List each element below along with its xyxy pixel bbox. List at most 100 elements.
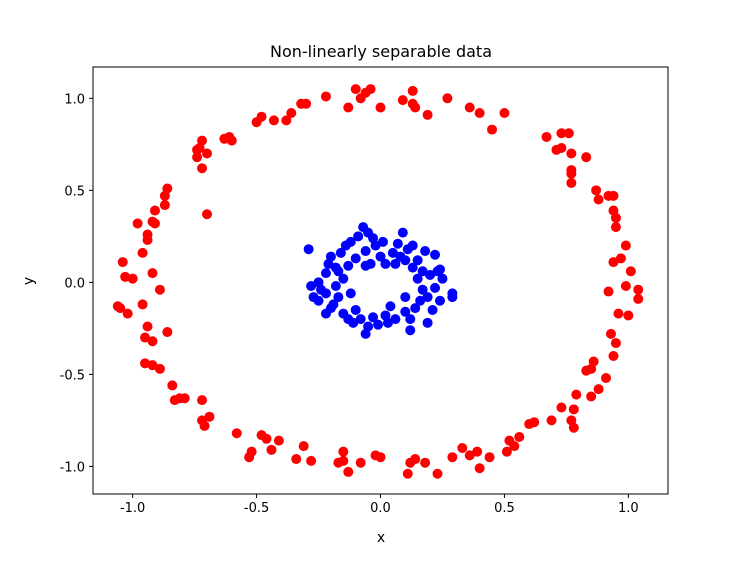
red-point bbox=[623, 310, 634, 321]
red-point bbox=[301, 98, 312, 109]
blue-point bbox=[392, 238, 403, 249]
red-point bbox=[343, 466, 354, 477]
plot-frame bbox=[92, 66, 669, 495]
red-point bbox=[204, 411, 215, 422]
blue-point bbox=[425, 269, 436, 280]
blue-point bbox=[397, 227, 408, 238]
blue-point bbox=[412, 273, 423, 284]
red-point bbox=[474, 108, 485, 119]
blue-point bbox=[343, 260, 354, 271]
red-point bbox=[601, 373, 612, 384]
red-point bbox=[432, 468, 443, 479]
red-point bbox=[586, 391, 597, 402]
red-point bbox=[120, 271, 131, 282]
blue-point bbox=[405, 314, 416, 325]
red-point bbox=[407, 85, 418, 96]
blue-point bbox=[430, 282, 441, 293]
blue-point bbox=[375, 251, 386, 262]
blue-point bbox=[400, 306, 411, 317]
blue-point bbox=[417, 284, 428, 295]
blue-point bbox=[355, 314, 366, 325]
red-point bbox=[291, 454, 302, 465]
red-point bbox=[122, 308, 133, 319]
red-point bbox=[137, 299, 148, 310]
red-point bbox=[608, 257, 619, 268]
red-point bbox=[197, 395, 208, 406]
red-point bbox=[169, 395, 180, 406]
red-point bbox=[256, 430, 267, 441]
red-point bbox=[420, 457, 431, 468]
red-point bbox=[273, 435, 284, 446]
red-point bbox=[633, 284, 644, 295]
red-point bbox=[306, 455, 317, 466]
red-point bbox=[464, 450, 475, 461]
red-point bbox=[159, 200, 170, 211]
red-point bbox=[140, 332, 151, 343]
red-point bbox=[620, 240, 631, 251]
blue-point bbox=[373, 319, 384, 330]
x-axis: -1.0 -0.5 0.0 0.5 1.0 bbox=[120, 494, 639, 516]
blue-point bbox=[390, 314, 401, 325]
y-tick-label: 0.5 bbox=[64, 184, 85, 199]
red-point bbox=[375, 102, 386, 113]
red-point bbox=[132, 218, 143, 229]
blue-point bbox=[405, 325, 416, 336]
red-point bbox=[499, 108, 510, 119]
red-point bbox=[608, 190, 619, 201]
x-axis-label: x bbox=[377, 530, 385, 546]
red-point bbox=[615, 253, 626, 264]
blue-point bbox=[320, 288, 331, 299]
red-point bbox=[610, 222, 621, 233]
red-point bbox=[256, 111, 267, 122]
blue-point bbox=[333, 292, 344, 303]
red-point bbox=[147, 268, 158, 279]
blue-point bbox=[434, 264, 445, 275]
red-point bbox=[442, 93, 453, 104]
red-point bbox=[610, 212, 621, 223]
red-point bbox=[202, 209, 213, 220]
blue-point bbox=[338, 273, 349, 284]
red-point bbox=[571, 389, 582, 400]
blue-point bbox=[363, 321, 374, 332]
blue-point bbox=[400, 292, 411, 303]
red-point bbox=[162, 183, 173, 194]
x-tick-label: -1.0 bbox=[120, 501, 145, 516]
blue-point bbox=[390, 258, 401, 269]
red-point bbox=[350, 84, 361, 95]
red-point bbox=[231, 428, 242, 439]
blue-point bbox=[306, 281, 317, 292]
blue-point bbox=[387, 247, 398, 258]
red-point bbox=[281, 115, 292, 126]
red-point bbox=[192, 144, 203, 155]
red-point bbox=[268, 115, 279, 126]
red-point bbox=[338, 446, 349, 457]
blue-point bbox=[350, 253, 361, 264]
red-point bbox=[410, 102, 421, 113]
red-point bbox=[581, 365, 592, 376]
red-point bbox=[566, 148, 577, 159]
blue-point bbox=[313, 277, 324, 288]
blue-point bbox=[430, 249, 441, 260]
x-tick-label: 0.0 bbox=[370, 501, 391, 516]
blue-point bbox=[427, 304, 438, 315]
y-tick-label: -1.0 bbox=[60, 460, 85, 475]
points-layer bbox=[112, 84, 644, 479]
red-point bbox=[370, 450, 381, 461]
blue-point bbox=[412, 255, 423, 266]
blue-point bbox=[407, 240, 418, 251]
blue-point bbox=[345, 288, 356, 299]
x-tick-label: -0.5 bbox=[244, 501, 269, 516]
blue-point bbox=[415, 295, 426, 306]
blue-point bbox=[377, 236, 388, 247]
red-point bbox=[610, 338, 621, 349]
red-point bbox=[556, 128, 567, 139]
red-point bbox=[593, 384, 604, 395]
red-point bbox=[603, 286, 614, 297]
red-point bbox=[117, 257, 128, 268]
red-point bbox=[447, 452, 458, 463]
red-point bbox=[568, 422, 579, 433]
red-point bbox=[140, 358, 151, 369]
red-point bbox=[137, 247, 148, 258]
red-point bbox=[405, 457, 416, 468]
blue-point bbox=[447, 292, 458, 303]
